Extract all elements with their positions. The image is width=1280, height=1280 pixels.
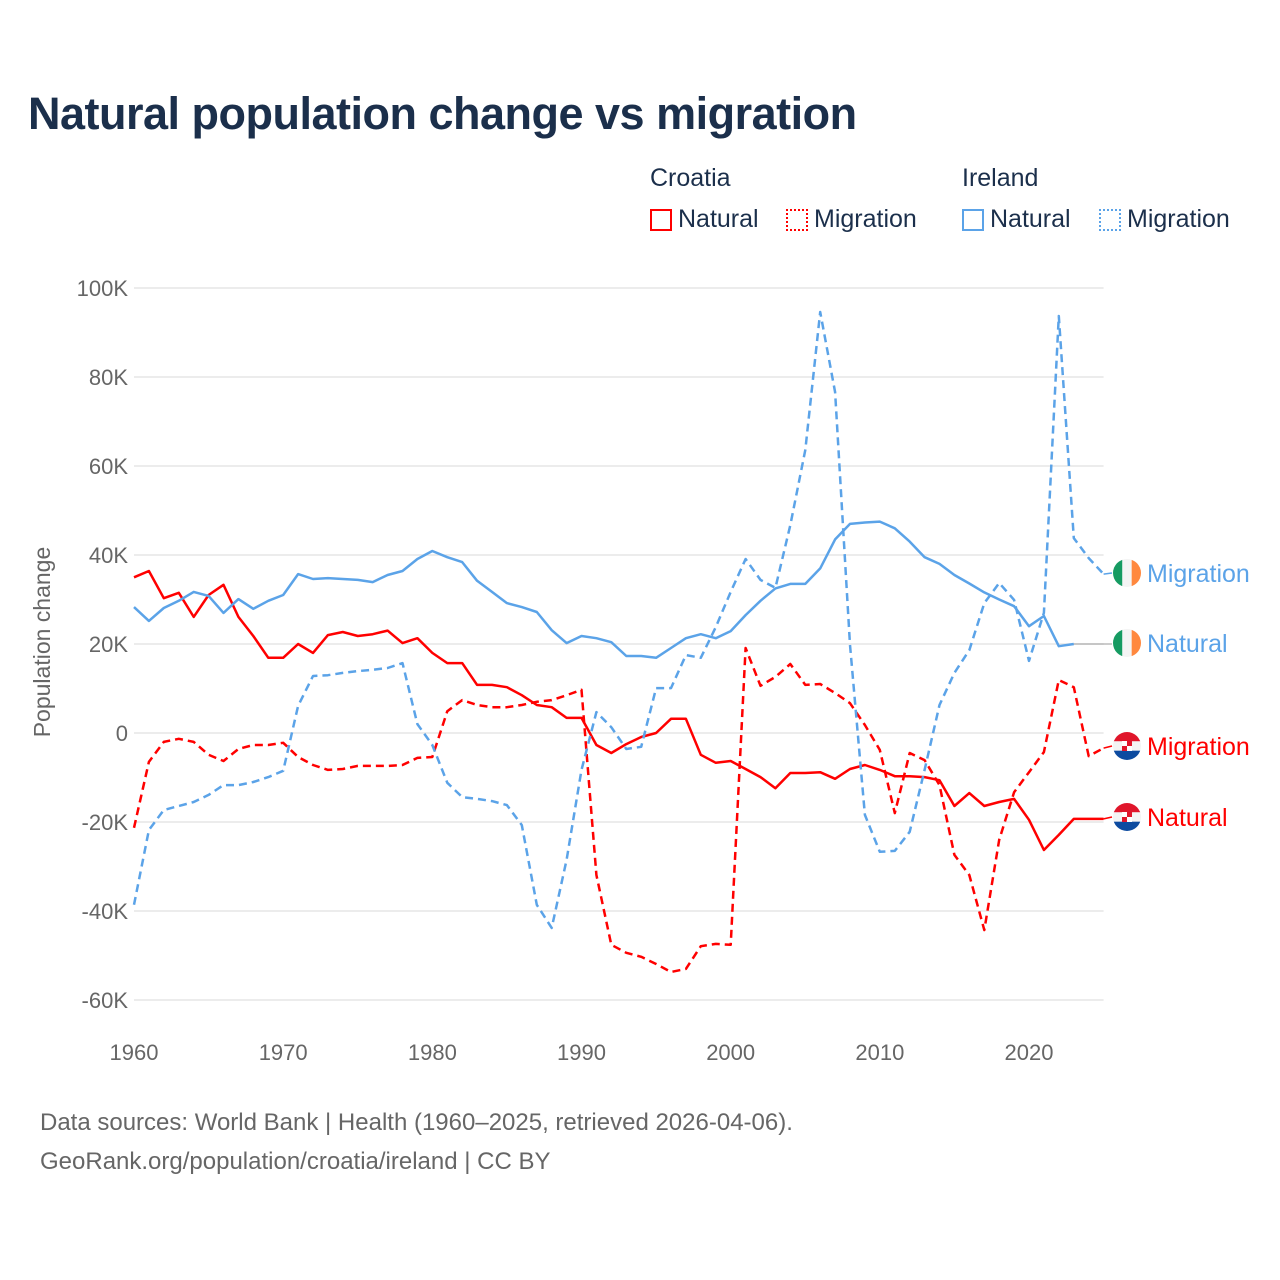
x-tick-label: 1960 [110,1040,159,1065]
legend-croatia-natural[interactable]: Natural [650,205,759,234]
end-label-connector [1103,572,1113,575]
croatia-flag-icon [1113,803,1141,831]
x-tick-label: 1970 [259,1040,308,1065]
legend-swatch-dotted-icon [786,208,808,231]
end-label: Natural [1147,630,1228,658]
y-tick-label: -40K [82,899,129,924]
legend-croatia-migration[interactable]: Migration [786,205,917,234]
end-label: Migration [1147,733,1250,761]
y-tick-label: 100K [77,276,129,301]
legend-label: Migration [1127,205,1230,233]
x-tick-label: 2020 [1005,1040,1054,1065]
y-tick-label: 60K [89,454,128,479]
ireland-flag-icon [1113,559,1141,587]
end-label-connector [1103,816,1113,820]
series-line-croatia-natural [133,569,1104,852]
chart-title: Natural population change vs migration [28,88,857,139]
legend-group-croatia: Croatia [650,164,731,192]
legend-swatch-solid-icon [962,208,984,231]
legend-ireland-natural[interactable]: Natural [962,205,1071,234]
footer-credit: GeoRank.org/population/croatia/ireland |… [40,1148,551,1175]
y-tick-label: 0 [116,721,128,746]
legend-label: Migration [814,205,917,233]
series-line-ireland-natural [133,520,1074,660]
legend-swatch-dotted-icon [1099,208,1121,231]
ireland-flag-icon [1113,629,1141,657]
legend-label: Natural [678,205,759,233]
x-tick-label: 2000 [706,1040,755,1065]
end-label-connector [1103,745,1113,749]
x-tick-label: 2010 [855,1040,904,1065]
legend-group-ireland: Ireland [962,164,1039,192]
x-tick-label: 1990 [557,1040,606,1065]
croatia-flag-icon [1113,732,1141,760]
y-axis-label: Population change [29,547,55,738]
end-label: Natural [1147,804,1228,832]
y-tick-label: -20K [82,810,129,835]
legend-swatch-solid-icon [650,208,672,231]
footer-sources: Data sources: World Bank | Health (1960–… [40,1109,793,1136]
y-tick-label: 80K [89,365,128,390]
series-line-croatia-migration [132,646,1105,974]
x-tick-label: 1980 [408,1040,457,1065]
legend-label: Natural [990,205,1071,233]
series-line-ireland-migration [132,310,1105,930]
end-label: Migration [1147,560,1250,588]
legend-ireland-migration[interactable]: Migration [1099,205,1230,234]
y-tick-label: 40K [89,543,128,568]
y-tick-label: -60K [82,988,129,1013]
y-tick-label: 20K [89,632,128,657]
